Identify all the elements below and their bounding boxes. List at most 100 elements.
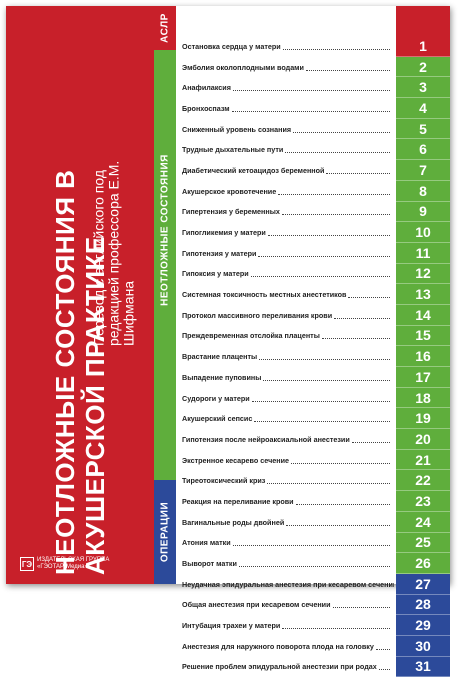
toc-entry[interactable]: Системная токсичность местных анестетико…: [176, 284, 394, 305]
toc-entry-label: Гипоксия у матери: [182, 269, 249, 279]
toc-entry[interactable]: Анафилаксия: [176, 77, 394, 98]
chapter-tab[interactable]: 15: [396, 325, 450, 347]
toc-entry[interactable]: Эмболия околоплодными водами: [176, 57, 394, 78]
toc-entry[interactable]: Анестезия для наружного поворота плода н…: [176, 636, 394, 657]
chapter-tab[interactable]: 6: [396, 139, 450, 161]
section-aslr-label: АСЛР: [159, 13, 171, 43]
toc-entry-label: Решение проблем эпидуральной анестезии п…: [182, 662, 377, 672]
toc-entry-label: Вагинальные роды двойней: [182, 517, 285, 527]
chapter-tab[interactable]: 18: [396, 387, 450, 409]
toc-entry-label: Акушерский сепсис: [182, 414, 253, 424]
toc-entry-label: Гипогликемия у матери: [182, 228, 266, 238]
chapter-tab[interactable]: 28: [396, 594, 450, 616]
toc-entry[interactable]: Выпадение пуповины: [176, 367, 394, 388]
toc-entry-label: Экстренное кесарево сечение: [182, 455, 290, 465]
toc-entry[interactable]: Трудные дыхательные пути: [176, 139, 394, 160]
chapter-tab[interactable]: 9: [396, 201, 450, 223]
chapter-tab[interactable]: 14: [396, 304, 450, 326]
chapter-tab[interactable]: 4: [396, 98, 450, 119]
toc-leader-dots: [378, 663, 390, 671]
toc-entry[interactable]: Атония матки: [176, 533, 394, 554]
toc-entry-label: Системная токсичность местных анестетико…: [182, 290, 347, 300]
chapter-tab[interactable]: 17: [396, 367, 450, 388]
toc-entry[interactable]: Гипотензия у матери: [176, 243, 394, 264]
toc-entry[interactable]: Бронхоспазм: [176, 98, 394, 119]
toc-entry[interactable]: Гипоксия у матери: [176, 264, 394, 285]
toc-entry[interactable]: Преждевременная отслойка плаценты: [176, 326, 394, 347]
chapter-tab[interactable]: 27: [396, 573, 450, 595]
toc-entry-label: Врастание плаценты: [182, 352, 258, 362]
toc-leader-dots: [285, 146, 390, 154]
toc-leader-dots: [282, 43, 390, 50]
chapter-tab[interactable]: 22: [396, 470, 450, 492]
toc-entry[interactable]: Сниженный уровень сознания: [176, 119, 394, 140]
toc-entry[interactable]: Гипертензия у беременных: [176, 202, 394, 223]
toc-entry-label: Выпадение пуповины: [182, 372, 262, 382]
toc-entry[interactable]: Вагинальные роды двойней: [176, 512, 394, 533]
toc-entry[interactable]: Выворот матки: [176, 553, 394, 574]
toc-entry-label: Выворот матки: [182, 559, 237, 569]
toc-entry-label: Эмболия околоплодными водами: [182, 62, 304, 72]
toc-entry[interactable]: Экстренное кесарево сечение: [176, 450, 394, 471]
section-operations: ОПЕРАЦИИ: [154, 480, 176, 584]
chapter-tab[interactable]: 11: [396, 242, 450, 264]
toc-entry[interactable]: Гипогликемия у матери: [176, 222, 394, 243]
chapter-tab[interactable]: 16: [396, 346, 450, 367]
chapter-tab[interactable]: 19: [396, 408, 450, 430]
publisher-line-1: ИЗДАТЕЛЬСКАЯ ГРУППА: [37, 557, 110, 563]
toc-entry[interactable]: Реакция на переливание крови: [176, 491, 394, 512]
toc-leader-dots: [282, 622, 390, 630]
chapter-tab[interactable]: 10: [396, 222, 450, 243]
chapter-tab[interactable]: 25: [396, 532, 450, 554]
chapter-tab[interactable]: 7: [396, 160, 450, 181]
chapter-tab[interactable]: 8: [396, 180, 450, 202]
toc-entry-label: Преждевременная отслойка плаценты: [182, 331, 320, 341]
section-emergency-label: НЕОТЛОЖНЫЕ СОСТОЯНИЯ: [159, 154, 171, 306]
toc-entry[interactable]: Акушерское кровотечение: [176, 181, 394, 202]
toc-entry-label: Протокол массивного переливания крови: [182, 310, 333, 320]
chapter-tab[interactable]: 24: [396, 511, 450, 533]
toc-entry[interactable]: Гипотензия после нейроаксиальной анестез…: [176, 429, 394, 450]
chapter-tab[interactable]: 2: [396, 56, 450, 78]
chapter-tab[interactable]: 23: [396, 491, 450, 512]
toc-entry-label: Гипотензия у матери: [182, 248, 257, 258]
toc-entry[interactable]: Остановка сердца у матери: [176, 36, 394, 57]
toc-entry-label: Анафилаксия: [182, 83, 231, 93]
toc-entry[interactable]: Неудачная эпидуральная анестезия при кес…: [176, 574, 394, 595]
toc-entry[interactable]: Акушерский сепсис: [176, 408, 394, 429]
toc-entry[interactable]: Общая анестезия при кесаревом сечении: [176, 595, 394, 616]
chapter-tab[interactable]: 21: [396, 449, 450, 471]
toc-leader-dots: [334, 312, 390, 319]
chapter-tab[interactable]: 3: [396, 77, 450, 99]
toc-leader-dots: [238, 560, 390, 568]
toc-entry[interactable]: Врастание плаценты: [176, 346, 394, 367]
toc-entry[interactable]: Диабетический кетоацидоз беременной: [176, 160, 394, 181]
toc-entry-label: Диабетический кетоацидоз беременной: [182, 165, 325, 175]
toc-entry[interactable]: Интубация трахеи у матери: [176, 615, 394, 636]
book-cover: НЕОТЛОЖНЫЕ СОСТОЯНИЯ В АКУШЕРСКОЙ ПРАКТИ…: [6, 6, 450, 677]
chapter-tab[interactable]: 1: [396, 36, 450, 57]
toc-entry-label: Сниженный уровень сознания: [182, 124, 292, 134]
section-emergency: НЕОТЛОЖНЫЕ СОСТОЯНИЯ: [154, 50, 176, 480]
chapter-tab[interactable]: 26: [396, 553, 450, 574]
toc-entry[interactable]: Тиреотоксический криз: [176, 470, 394, 491]
chapter-tab[interactable]: 13: [396, 284, 450, 305]
chapter-tab[interactable]: 5: [396, 118, 450, 140]
chapter-tab[interactable]: 29: [396, 615, 450, 636]
toc-leader-dots: [232, 539, 390, 547]
chapter-tab[interactable]: 20: [396, 429, 450, 450]
toc-leader-dots: [375, 643, 390, 650]
toc-entry[interactable]: Судороги у матери: [176, 388, 394, 409]
toc-entry[interactable]: Решение проблем эпидуральной анестезии п…: [176, 657, 394, 677]
chapter-tab[interactable]: 30: [396, 635, 450, 657]
toc-leader-dots: [258, 250, 390, 257]
toc-entry[interactable]: Протокол массивного переливания крови: [176, 305, 394, 326]
chapter-tab[interactable]: 12: [396, 263, 450, 285]
toc-entry-label: Судороги у матери: [182, 393, 250, 403]
toc-leader-dots: [348, 291, 390, 299]
toc-leader-dots: [291, 457, 390, 464]
chapter-tab[interactable]: 31: [396, 656, 450, 677]
publisher-line-2: «ГЭОТАР-Медиа»: [37, 564, 88, 570]
toc-entry-label: Бронхоспазм: [182, 103, 230, 113]
toc-entry-label: Гипертензия у беременных: [182, 207, 280, 217]
